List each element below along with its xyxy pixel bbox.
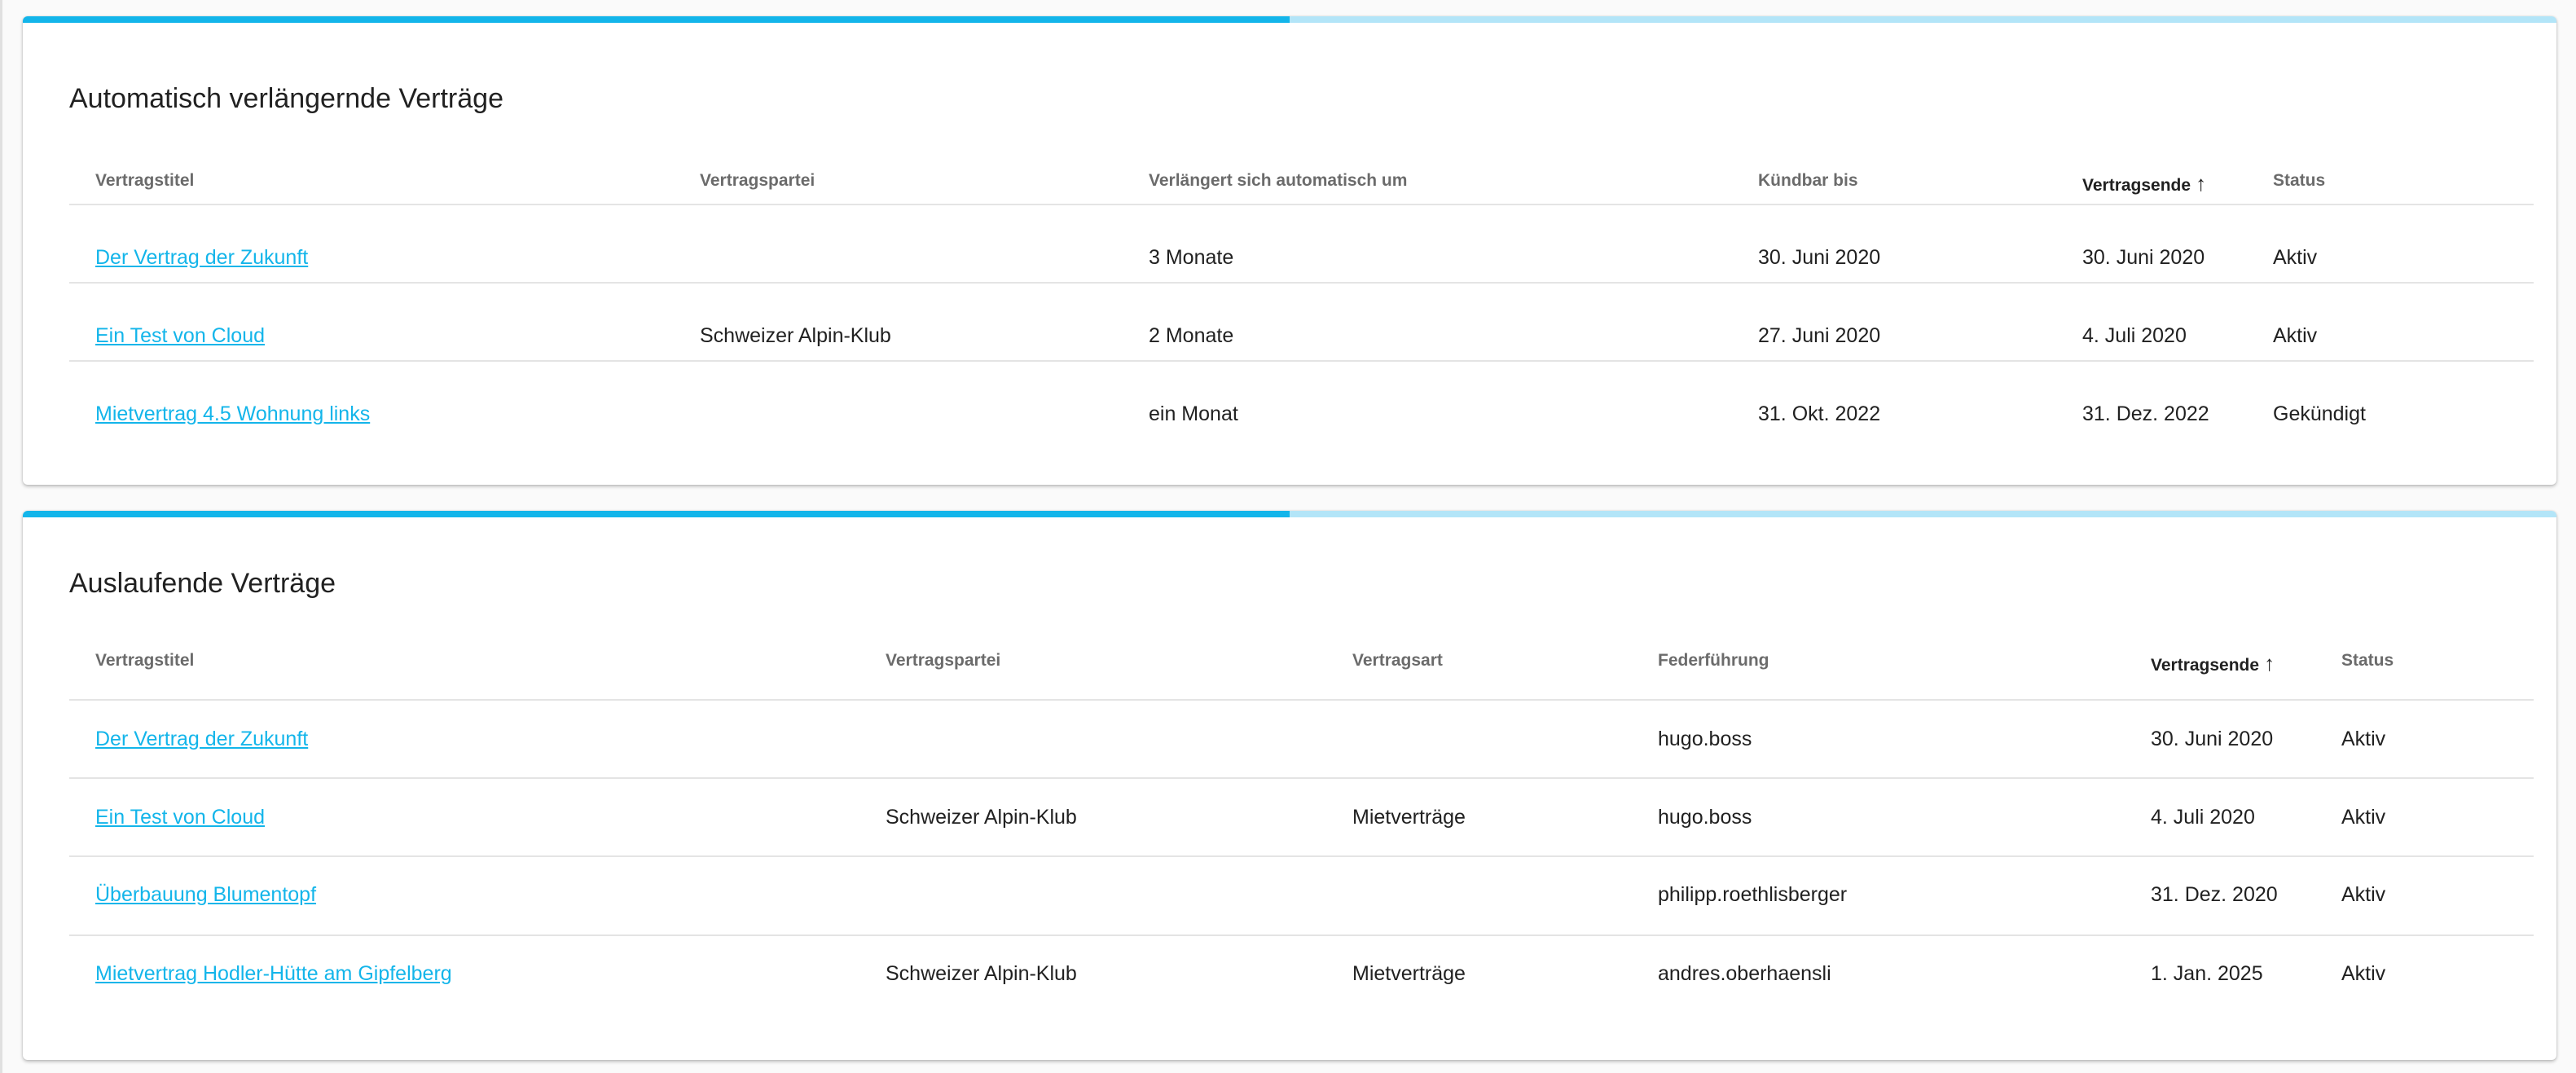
table-cell: Gekündigt [2273,402,2366,425]
row-divider [69,855,2534,857]
column-header-label: Vertragsende [2151,656,2260,675]
contract-title-link[interactable]: Ein Test von Cloud [95,324,265,347]
column-header-label: Verlängert sich automatisch um [1149,171,1408,190]
contracts-card: Auslaufende Verträge Vertragstitel Vertrag… [23,511,2556,1060]
table-cell: 4. Juli 2020 [2082,324,2187,347]
contract-title-link[interactable]: Der Vertrag der Zukunft [95,728,309,750]
table-cell: Aktiv [2341,806,2386,829]
column-header[interactable]: Federführung [1658,651,1769,671]
contract-title-link[interactable]: Mietvertrag Hodler-Hütte am Gipfelberg [95,962,452,985]
column-header[interactable]: Kündbar bis [1758,171,1858,191]
column-header[interactable]: Vertragstitel [95,171,194,191]
table-cell: Schweizer Alpin-Klub [886,806,1077,829]
table-cell: philipp.roethlisberger [1658,883,1848,906]
row-divider [69,204,2534,205]
table-cell: 2 Monate [1149,324,1234,347]
table-cell: 31. Dez. 2022 [2082,402,2209,425]
row-divider [69,934,2534,936]
table-cell: Mietverträge [1352,962,1466,985]
card-title: Automatisch verlängernde Verträge [69,83,503,114]
table-cell: Mietverträge [1352,806,1466,829]
column-header-label: Vertragspartei [886,651,1001,670]
progress-bar-fill [23,511,1290,517]
table-cell: andres.oberhaensli [1658,962,1831,985]
table-cell: 30. Juni 2020 [2082,246,2205,269]
row-divider [69,699,2534,701]
table-cell: 30. Juni 2020 [2151,728,2274,750]
column-header[interactable]: Vertragsende ↑ [2151,651,2275,676]
column-header[interactable]: Vertragspartei [700,171,815,191]
row-divider [69,777,2534,779]
row-divider [69,282,2534,284]
table-cell: hugo.boss [1658,728,1752,750]
table-cell: hugo.boss [1658,806,1752,829]
column-header-label: Vertragsende [2082,176,2191,195]
table-cell: Schweizer Alpin-Klub [886,962,1077,985]
progress-bar [23,16,2556,23]
table-cell: Aktiv [2341,728,2386,750]
progress-bar [23,511,2556,517]
table-cell: Aktiv [2341,962,2386,985]
column-header[interactable]: Verlängert sich automatisch um [1149,171,1407,191]
column-header-label: Vertragstitel [95,171,195,190]
column-header-label: Vertragstitel [95,651,195,670]
arrow-up-icon: ↑ [2196,171,2207,196]
table-cell: Aktiv [2273,246,2318,269]
table-cell: 4. Juli 2020 [2151,806,2255,829]
table-cell: ein Monat [1149,402,1238,425]
column-header-label: Status [2341,651,2394,670]
row-divider [69,360,2534,362]
column-header[interactable]: Vertragsart [1352,651,1443,671]
table-cell: 30. Juni 2020 [1758,246,1881,269]
table-cell: Schweizer Alpin-Klub [700,324,891,347]
progress-bar-fill [23,16,1290,23]
contract-title-link[interactable]: Mietvertrag 4.5 Wohnung links [95,402,371,425]
column-header-label: Vertragspartei [700,171,815,190]
column-header[interactable]: Vertragsende ↑ [2082,171,2206,196]
table-cell: 3 Monate [1149,246,1234,269]
contract-title-link[interactable]: Überbauung Blumentopf [95,883,317,906]
column-header[interactable]: Vertragstitel [95,651,194,671]
arrow-up-icon: ↑ [2264,651,2275,675]
column-header-label: Federführung [1658,651,1769,670]
contract-title-link[interactable]: Der Vertrag der Zukunft [95,246,309,269]
page-edge [0,0,2,1073]
column-header-label: Kündbar bis [1758,171,1858,190]
table-cell: Aktiv [2273,324,2318,347]
card-title: Auslaufende Verträge [69,568,336,599]
table-cell: 27. Juni 2020 [1758,324,1881,347]
column-header[interactable]: Vertragspartei [886,651,1000,671]
column-header-label: Status [2273,171,2326,190]
column-header[interactable]: Status [2273,171,2325,191]
contracts-card: Automatisch verlängernde Verträge Vertrag… [23,16,2556,485]
table-cell: 31. Dez. 2020 [2151,883,2278,906]
table-cell: 31. Okt. 2022 [1758,402,1881,425]
column-header[interactable]: Status [2341,651,2394,671]
column-header-label: Vertragsart [1352,651,1443,670]
table-cell: Aktiv [2341,883,2386,906]
contract-title-link[interactable]: Ein Test von Cloud [95,806,265,829]
table-cell: 1. Jan. 2025 [2151,962,2263,985]
